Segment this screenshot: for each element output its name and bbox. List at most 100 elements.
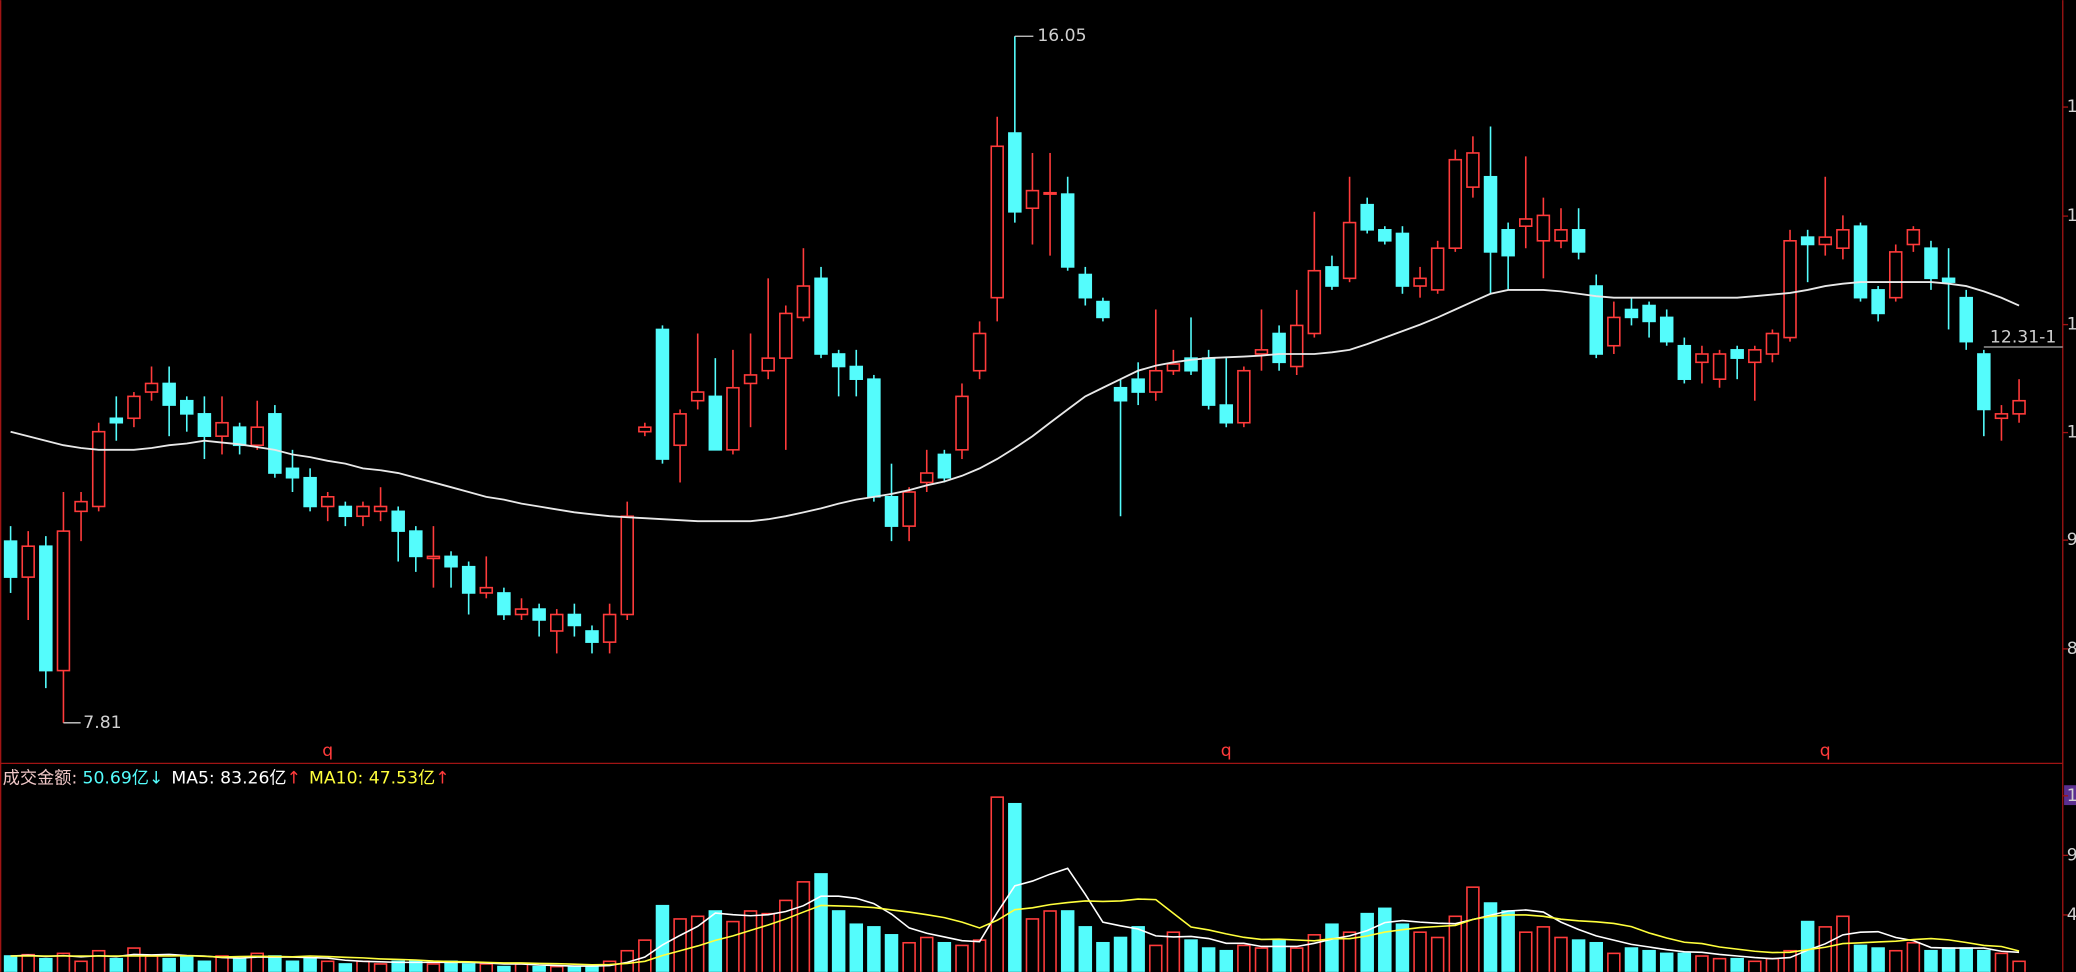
- candle-body: [1871, 289, 1885, 315]
- plot-layer: 8.44 9.46 10.59 11.86 13.29 14.9 q q q 16.05 7.81 1…: [3, 26, 2076, 972]
- volume-bar: [162, 957, 176, 972]
- candle-body: [867, 378, 881, 498]
- candle-body: [1184, 357, 1198, 372]
- candle-body: [1078, 273, 1093, 299]
- candle-body: [1536, 214, 1551, 242]
- volume-bar: [849, 923, 864, 972]
- candle-body: [814, 277, 828, 355]
- candle-body: [1113, 386, 1128, 402]
- volume-bar: [1483, 902, 1498, 972]
- candle-body: [1853, 225, 1868, 299]
- volume-bar: [814, 873, 828, 972]
- candle-body: [1342, 221, 1357, 280]
- volume-bar: [1289, 947, 1304, 972]
- candle-body: [1325, 266, 1339, 287]
- candle-body: [1149, 369, 1163, 393]
- volume-bar: [1906, 941, 1921, 972]
- candle-body: [708, 395, 723, 451]
- volume-bar: [567, 965, 582, 972]
- volume-bar: [144, 955, 159, 972]
- ma-line: [10, 281, 2020, 523]
- volume-bar: [1888, 949, 1903, 972]
- volume-bar: [1677, 952, 1692, 972]
- volume-bar: [919, 936, 934, 972]
- volume-bar: [250, 952, 264, 972]
- candle-body: [972, 332, 987, 372]
- volume-bar: [1818, 926, 1833, 972]
- volume-bar: [1924, 949, 1938, 972]
- candle-body: [1941, 277, 1956, 283]
- volume-bar: [1078, 926, 1093, 972]
- volume-bar: [1607, 952, 1621, 972]
- volume-bar: [1730, 957, 1744, 972]
- candle-body: [479, 586, 494, 594]
- volume-bar: [937, 941, 952, 972]
- max-label: 16.05: [1037, 26, 1086, 46]
- candle-body: [1906, 229, 1921, 246]
- readout-item: ↑: [435, 769, 449, 789]
- candle-body: [585, 630, 599, 643]
- volume-bar: [1571, 939, 1586, 972]
- candle-body: [514, 608, 529, 616]
- candle-body: [162, 382, 176, 406]
- volume-bar: [1642, 949, 1656, 972]
- candle-body: [1237, 369, 1251, 424]
- candle-body: [1501, 229, 1515, 257]
- candle-body: [320, 496, 335, 508]
- volume-bar: [461, 963, 476, 972]
- volume-bar: [1659, 952, 1674, 972]
- volume-bar: [391, 960, 405, 972]
- candle-body: [180, 399, 194, 415]
- volume-bar: [1589, 941, 1603, 972]
- candle-body: [1307, 269, 1322, 335]
- volume-bar: [726, 920, 740, 972]
- candle-body: [726, 386, 740, 451]
- volume-bar: [197, 960, 212, 972]
- candle-body: [1607, 316, 1621, 347]
- volume-bar: [268, 955, 282, 972]
- volume-bar: [215, 955, 229, 972]
- candle-body: [955, 395, 969, 451]
- candle-body: [21, 545, 35, 578]
- candle-body: [56, 530, 71, 672]
- volume-bar: [761, 912, 775, 972]
- volume-bar: [1977, 949, 1991, 972]
- candle-body: [356, 505, 370, 518]
- candle-body: [1360, 203, 1374, 231]
- candle-body: [1413, 277, 1427, 287]
- candle-body: [1289, 324, 1304, 368]
- candle-body: [338, 505, 353, 518]
- volume-bar: [585, 965, 599, 972]
- volume-bar: [2012, 960, 2026, 972]
- volume-bar: [1201, 947, 1216, 972]
- candle-body: [1131, 378, 1145, 393]
- volume-bar: [356, 960, 370, 972]
- candle-body: [1219, 404, 1234, 424]
- x-tick-label: q: [1221, 741, 1232, 761]
- volume-bar: [602, 960, 617, 972]
- volume-bar: [1712, 957, 1727, 972]
- candle-body: [849, 365, 864, 380]
- volume-bar: [690, 915, 705, 972]
- volume-bar: [1959, 947, 1973, 972]
- candle-body: [1483, 175, 1498, 253]
- y-tick-label: 9.46: [2067, 530, 2076, 550]
- volume-bar: [1413, 931, 1427, 972]
- candle-body: [1836, 229, 1850, 249]
- volume-bar: [3, 955, 18, 972]
- volume-bar: [409, 960, 423, 972]
- volume-bar: [1448, 915, 1463, 972]
- volume-bar: [1994, 952, 2009, 972]
- candle-body: [884, 496, 899, 527]
- candle-body: [1589, 285, 1603, 355]
- candle-body: [268, 413, 282, 474]
- volume-bar: [831, 910, 846, 972]
- volume-bar: [1184, 939, 1198, 972]
- candle-body: [1959, 296, 1973, 343]
- candle-body: [919, 472, 934, 484]
- volume-bar: [1254, 947, 1269, 972]
- y-tick-label: 135: [2067, 786, 2076, 806]
- volume-bar: [902, 941, 916, 972]
- candle-body: [1378, 229, 1392, 242]
- volume-readout: 成交金额: 50.69亿↓ MA5: 83.26亿↑ MA10: 47.53亿↑: [3, 769, 450, 789]
